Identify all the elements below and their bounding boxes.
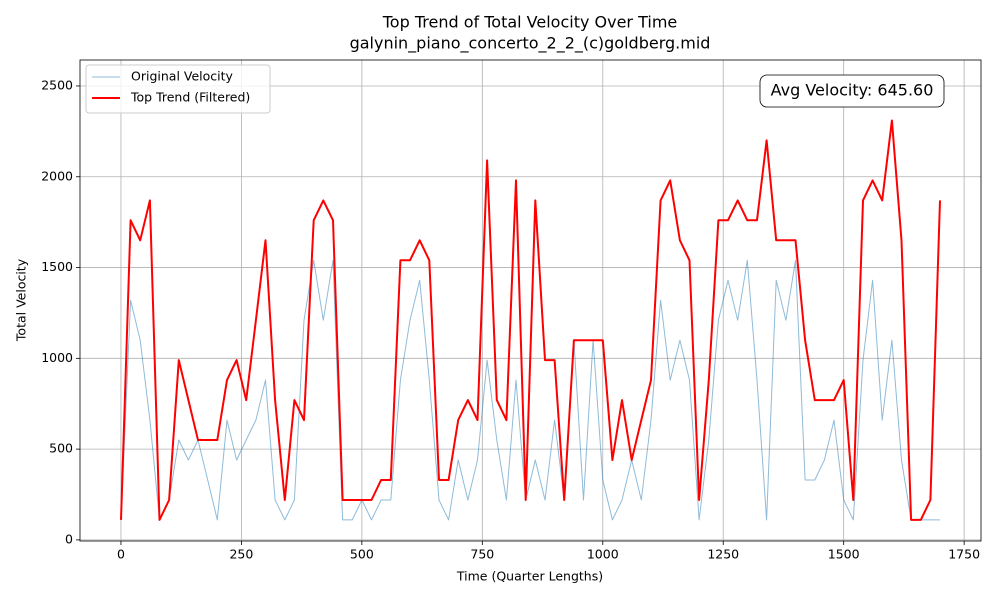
legend-label: Original Velocity	[131, 69, 234, 84]
y-tick-label: 1500	[41, 259, 73, 274]
y-tick-label: 0	[65, 531, 73, 546]
annotation-box	[759, 74, 945, 108]
annotation: Avg Velocity: 645.60	[771, 81, 934, 100]
x-tick-label: 250	[229, 547, 253, 562]
y-tick-label: 1000	[41, 350, 73, 365]
y-axis-label: Total Velocity	[14, 258, 29, 342]
legend-label: Top Trend (Filtered)	[130, 90, 250, 105]
legend-box	[85, 64, 271, 114]
x-tick-label: 1750	[948, 547, 980, 562]
x-axis-label: Time (Quarter Lengths)	[456, 569, 603, 584]
x-tick-label: 1250	[707, 547, 739, 562]
series-line	[120, 119, 941, 521]
x-tick-label: 500	[350, 547, 374, 562]
x-tick-label: 1000	[587, 547, 619, 562]
x-tick-label: 0	[117, 547, 125, 562]
y-tick-label: 2500	[41, 77, 73, 92]
chart-subtitle: galynin_piano_concerto_2_2_(c)goldberg.m…	[350, 34, 711, 54]
series-line	[120, 259, 940, 521]
y-tick-label: 500	[49, 441, 73, 456]
x-tick-label: 1500	[828, 547, 860, 562]
chart-title: Top Trend of Total Velocity Over Time	[382, 13, 678, 32]
axes-frame	[79, 59, 982, 542]
x-tick-label: 750	[470, 547, 494, 562]
y-tick-label: 2000	[41, 168, 73, 183]
